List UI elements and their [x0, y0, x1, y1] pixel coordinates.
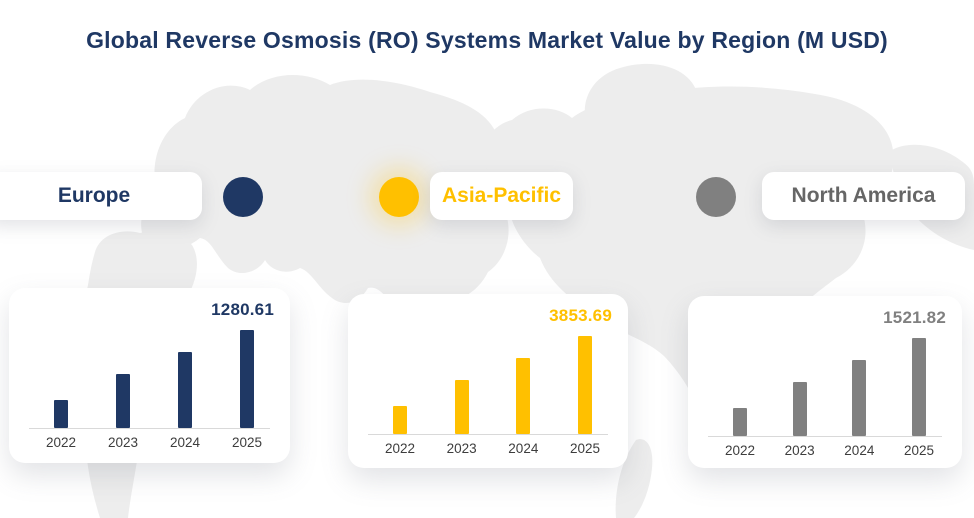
bar-chart-europe — [54, 288, 254, 428]
value-label-europe-2025: 1280.61 — [211, 300, 274, 319]
bar-chart-asia-pacific — [393, 294, 592, 434]
legend-label-north-america: North America — [791, 184, 936, 207]
continent-eurasia — [141, 74, 511, 319]
legend-pill-europe: Europe — [0, 172, 202, 220]
chart-card-north-america: 1521.82 2022 2023 2024 2025 — [688, 296, 962, 468]
legend-label-asia-pacific: Asia-Pacific — [441, 184, 562, 207]
legend-pill-north-america: North America — [762, 172, 965, 220]
bar-north-america-2024 — [852, 360, 867, 436]
bar-north-america-2025 — [911, 338, 926, 436]
chart-title: Global Reverse Osmosis (RO) Systems Mark… — [86, 27, 888, 53]
year-label-2025: 2025 — [569, 441, 600, 456]
legend-dot-europe — [223, 177, 263, 217]
year-label-2025: 2025 — [231, 435, 263, 450]
year-label-2022: 2022 — [724, 443, 756, 458]
year-label-2022: 2022 — [45, 435, 77, 450]
bar-europe-2022 — [54, 400, 68, 428]
bar-north-america-2022 — [733, 408, 747, 436]
year-labels-north-america: 2022 2023 2024 2025 — [724, 443, 934, 458]
year-label-2023: 2023 — [446, 441, 477, 456]
year-label-2024: 2024 — [169, 435, 201, 450]
year-label-2024: 2024 — [844, 443, 875, 458]
continent-south-america — [615, 439, 653, 518]
year-label-2023: 2023 — [107, 435, 139, 450]
bar-europe-2024 — [178, 352, 192, 428]
chart-card-asia-pacific: 3853.69 2022 2023 2024 2025 — [348, 294, 628, 468]
axis-line-europe — [29, 428, 270, 429]
axis-line-asia-pacific — [368, 434, 608, 435]
year-label-2023: 2023 — [784, 443, 815, 458]
bar-asia-pacific-2025 — [577, 336, 592, 434]
value-label-north-america-2025: 1521.82 — [883, 308, 946, 327]
bar-europe-2025 — [240, 330, 254, 428]
legend-dot-asia-pacific — [379, 177, 419, 217]
year-label-2022: 2022 — [384, 441, 416, 456]
value-label-asia-pacific-2025: 3853.69 — [549, 306, 612, 325]
bar-asia-pacific-2024 — [516, 358, 531, 434]
year-labels-asia-pacific: 2022 2023 2024 2025 — [384, 441, 600, 456]
bar-asia-pacific-2023 — [454, 380, 469, 434]
bar-north-america-2023 — [792, 382, 807, 436]
legend-pill-asia-pacific: Asia-Pacific — [430, 172, 573, 220]
bar-europe-2023 — [116, 374, 130, 428]
legend-label-europe: Europe — [57, 184, 131, 207]
legend-dot-north-america — [696, 177, 736, 217]
year-label-2025: 2025 — [903, 443, 934, 458]
year-labels-europe: 2022 2023 2024 2025 — [45, 435, 263, 450]
chart-card-europe: 1280.61 2022 2023 2024 2025 — [9, 288, 290, 463]
axis-line-north-america — [708, 436, 942, 437]
bar-asia-pacific-2022 — [393, 406, 407, 434]
bar-chart-north-america — [733, 296, 926, 436]
year-label-2024: 2024 — [508, 441, 539, 456]
